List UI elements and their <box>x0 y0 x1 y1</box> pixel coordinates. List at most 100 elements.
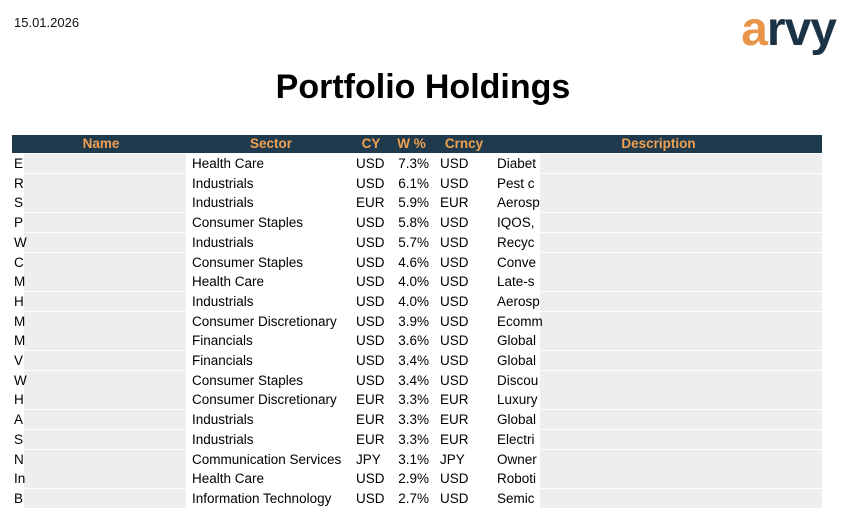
cell: USD <box>440 156 469 171</box>
cell: USD <box>440 372 469 388</box>
cell: USD <box>356 234 385 250</box>
cell: USD <box>440 234 469 250</box>
redacted-name <box>24 410 186 430</box>
holding-name: B <box>14 490 24 506</box>
holding-name: A <box>14 412 24 428</box>
description: Electri <box>497 431 535 447</box>
holding-name: H <box>14 293 24 309</box>
cell: 3.3% <box>398 412 429 428</box>
cell: USD <box>356 372 385 388</box>
cell: 3.9% <box>398 313 429 329</box>
redacted-description <box>540 488 822 508</box>
redacted-name <box>24 154 186 173</box>
column-header: Crncy <box>433 135 495 153</box>
cell: USD <box>356 471 385 487</box>
redacted-description <box>540 232 822 252</box>
cell: 4.0% <box>398 293 429 309</box>
cell: USD <box>356 293 385 309</box>
holding-name: M <box>14 313 26 329</box>
column-header: CY <box>352 135 390 153</box>
cell: USD <box>440 293 469 309</box>
cell: USD <box>440 175 469 191</box>
cell: USD <box>440 215 469 231</box>
cell: USD <box>356 313 385 329</box>
redacted-description <box>540 291 822 311</box>
cell: Health Care <box>192 274 265 290</box>
cell: 5.9% <box>398 195 429 211</box>
description: Global <box>497 353 537 368</box>
redacted-description <box>540 154 822 173</box>
holding-name: W <box>14 234 27 250</box>
holding-name: P <box>14 215 24 231</box>
cell: USD <box>440 254 469 270</box>
cell: 3.1% <box>398 451 429 467</box>
cell: 6.1% <box>398 175 429 191</box>
redacted-name <box>24 429 186 449</box>
cell: USD <box>440 274 469 290</box>
cell: 3.6% <box>398 333 429 349</box>
cell: Industrials <box>192 431 254 447</box>
description: Conve <box>497 254 537 270</box>
holding-name: M <box>14 274 26 290</box>
cell: Consumer Staples <box>192 215 304 231</box>
holding-name: M <box>14 333 26 349</box>
redacted-name <box>24 469 186 489</box>
redacted-name <box>24 449 186 469</box>
date: 15.01.2026 <box>14 15 80 30</box>
holding-name: S <box>14 431 24 447</box>
cell: USD <box>440 490 469 506</box>
redacted-description <box>540 410 822 430</box>
column-header: Description <box>495 135 822 153</box>
cell: USD <box>440 333 469 349</box>
redacted-name <box>24 390 186 410</box>
redacted-name <box>24 311 186 331</box>
cell: USD <box>440 471 469 487</box>
redacted-description <box>540 311 822 331</box>
cell: Health Care <box>192 471 265 487</box>
redacted-description <box>540 429 822 449</box>
cell: Consumer Discretionary <box>192 392 337 408</box>
redacted-description <box>540 331 822 351</box>
description: Aerosp <box>497 293 540 309</box>
cell: USD <box>440 353 469 368</box>
redacted-name <box>24 213 186 233</box>
column-header: Sector <box>190 135 352 153</box>
holding-name: E <box>14 156 24 171</box>
cell: 4.0% <box>398 274 429 290</box>
cell: USD <box>356 215 385 231</box>
cell: Industrials <box>192 234 254 250</box>
redacted-name <box>24 488 186 508</box>
redacted-description <box>540 272 822 292</box>
cell: EUR <box>440 431 469 447</box>
description: Roboti <box>497 471 537 487</box>
redacted-description <box>540 193 822 213</box>
redacted-description <box>540 469 822 489</box>
redacted-description <box>540 351 822 370</box>
cell: EUR <box>440 392 469 408</box>
cell: 4.6% <box>398 254 429 270</box>
column-header: Name <box>12 135 190 153</box>
logo: arvy <box>741 3 837 56</box>
description: Pest c <box>497 175 535 191</box>
cell: USD <box>356 156 385 171</box>
redacted-name <box>24 272 186 292</box>
holding-name: N <box>14 451 24 467</box>
cell: 5.8% <box>398 215 429 231</box>
cell: 2.9% <box>398 471 429 487</box>
column-header: W % <box>390 135 433 153</box>
redacted-name <box>24 331 186 351</box>
description: Global <box>497 412 537 428</box>
redacted-name <box>24 193 186 213</box>
redacted-name <box>24 370 186 390</box>
cell: 5.7% <box>398 234 429 250</box>
redacted-description <box>540 252 822 272</box>
cell: EUR <box>440 412 469 428</box>
cell: USD <box>356 175 385 191</box>
description: Recyc <box>497 234 535 250</box>
cell: Communication Services <box>192 451 342 467</box>
holding-name: H <box>14 392 24 408</box>
redacted-name <box>24 173 186 193</box>
cell: Industrials <box>192 175 254 191</box>
cell: 3.3% <box>398 431 429 447</box>
redacted-description <box>540 390 822 410</box>
